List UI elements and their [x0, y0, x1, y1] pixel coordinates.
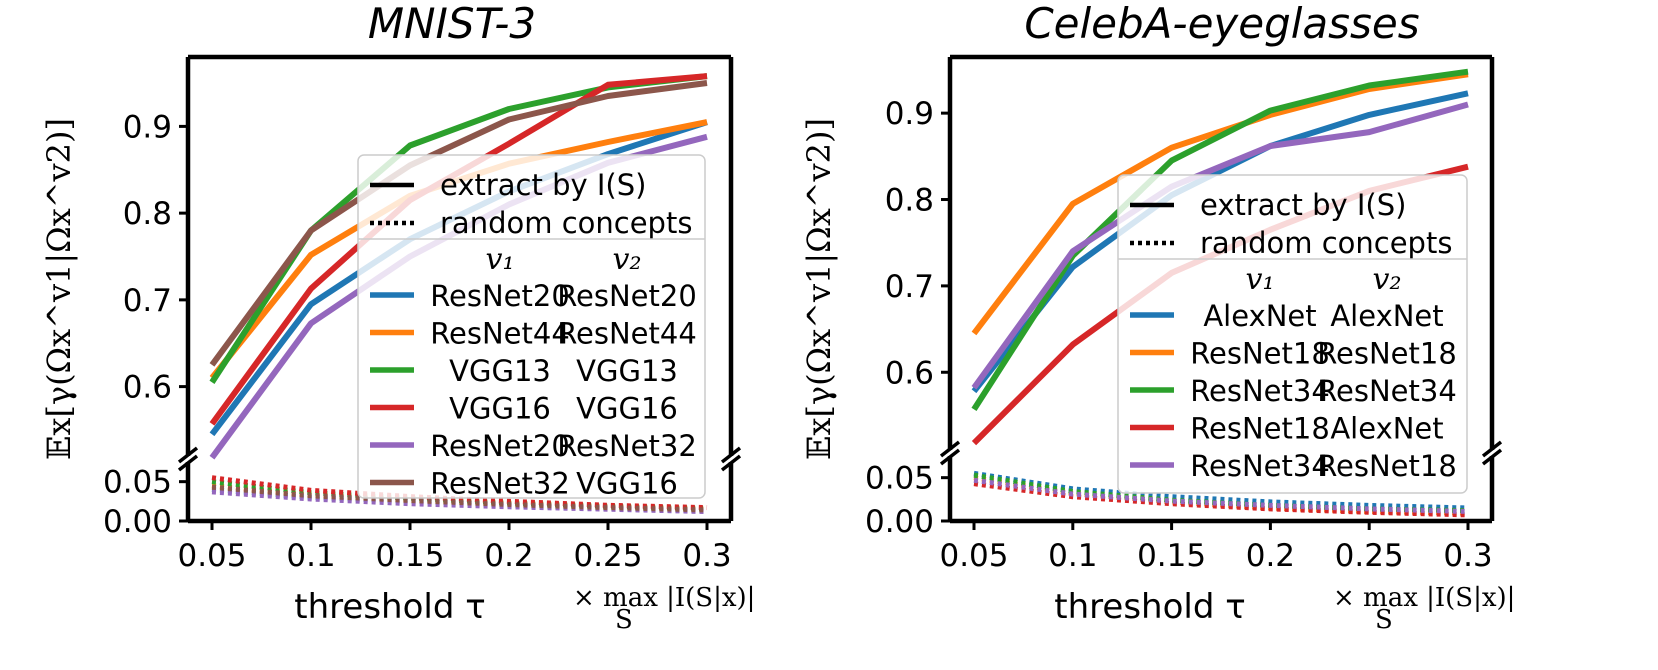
series-line-extract [209, 80, 708, 367]
series-line-random [211, 484, 708, 513]
x-tick-label: 0.1 [1048, 538, 1097, 574]
x-multiplier-sub: S [615, 605, 633, 635]
legend-v2-label: ResNet18 [1317, 337, 1457, 371]
legend-box [1117, 174, 1468, 494]
chart-title: MNIST-3 [368, 0, 536, 48]
legend-v1-label: ResNet20 [430, 429, 570, 463]
legend-col1-header: v₁ [486, 242, 515, 277]
legend-v2-label: ResNet18 [1317, 449, 1457, 483]
series-line-extract [971, 71, 1469, 336]
y-tick-label: 0.9 [885, 96, 934, 132]
legend-v2-label: ResNet20 [557, 279, 697, 313]
y-tick-label: 0.05 [865, 461, 934, 497]
x-tick-label: 0.3 [1443, 538, 1492, 574]
x-multiplier-note: × max |I(S|x)| [573, 583, 755, 613]
series-line-random [211, 489, 708, 515]
x-tick-label: 0.25 [573, 538, 642, 574]
legend-col2-header: v₂ [613, 242, 642, 277]
axis-break-mark [720, 446, 742, 464]
series-line-random [973, 477, 1469, 514]
x-tick-label: 0.2 [484, 538, 533, 574]
legend-v1-label: AlexNet [1203, 299, 1316, 333]
axis-break-mark [939, 440, 961, 458]
legend-v1-label: VGG16 [449, 392, 551, 426]
y-tick-label: 0.8 [885, 183, 934, 219]
x-tick-label: 0.2 [1246, 538, 1295, 574]
axis-break-mark [177, 454, 199, 472]
y-tick-label: 0.6 [885, 355, 934, 391]
series-line-extract [971, 90, 1469, 394]
axis-break-mark [177, 446, 199, 464]
x-tick-label: 0.15 [1137, 538, 1206, 574]
legend-style-label: extract by I(S) [1200, 188, 1406, 222]
legend-v2-label: AlexNet [1330, 412, 1443, 446]
chart-panel-2: CelebA-eyeglasses0.60.70.80.90.000.050.0… [800, 0, 1515, 635]
legend-col1-header: v₁ [1246, 262, 1275, 297]
y-tick-label: 0.05 [103, 465, 172, 501]
series-line-random [973, 481, 1469, 518]
legend-v1-label: ResNet20 [430, 279, 570, 313]
legend-style-label: random concepts [440, 206, 692, 240]
legend-v1-label: VGG13 [449, 354, 551, 388]
y-tick-label: 0.8 [123, 196, 172, 232]
chart-title: CelebA-eyeglasses [1024, 0, 1419, 48]
axis-break-mark [939, 448, 961, 466]
chart-panel-1: MNIST-3 0.6 0.7 0.8 0.9 0.000.05 0.05 0.1 0.15 0.… [40, 0, 755, 635]
legend-v1-label: ResNet18 [1190, 337, 1330, 371]
axis-break-mark [720, 454, 742, 472]
legend-v2-label: VGG13 [576, 354, 678, 388]
x-axis-label: threshold τ [1054, 587, 1245, 627]
y-axis-label: 𝔼x[γ(Ωx^v1|Ωx^v2)] [40, 118, 78, 460]
y-tick-label: 0.6 [123, 370, 172, 406]
legend-v1-label: ResNet44 [430, 317, 570, 351]
legend-v2-label: VGG16 [576, 392, 678, 426]
series-line-extract [971, 68, 1469, 412]
legend-v1-label: ResNet34 [1190, 449, 1330, 483]
legend-v2-label: AlexNet [1330, 299, 1443, 333]
x-tick-label: 0.25 [1335, 538, 1404, 574]
y-tick-label: 0.9 [123, 109, 172, 145]
x-tick-label: 0.3 [682, 538, 731, 574]
y-axis-label: 𝔼x[γ(Ωx^v1|Ωx^v2)] [800, 118, 838, 460]
legend-v1-label: ResNet18 [1190, 412, 1330, 446]
x-axis-label: threshold τ [294, 587, 485, 627]
axis-break-mark [1481, 440, 1503, 458]
x-tick-label: 0.05 [939, 538, 1008, 574]
legend-v1-label: ResNet32 [430, 467, 570, 501]
x-tick-label: 0.15 [375, 538, 444, 574]
legend-style-label: random concepts [1200, 226, 1452, 260]
legend-v2-label: ResNet44 [557, 317, 697, 351]
x-multiplier-note: × max |I(S|x)| [1333, 583, 1515, 613]
y-tick-label: 0.00 [103, 504, 172, 540]
x-tick-label: 0.05 [177, 538, 246, 574]
y-tick-label: 0.7 [123, 283, 172, 319]
axis-break-mark [1481, 448, 1503, 466]
legend-v2-label: VGG16 [576, 467, 678, 501]
legend-box [357, 154, 706, 499]
x-multiplier-sub: S [1375, 605, 1393, 635]
legend-v1-label: ResNet34 [1190, 374, 1330, 408]
y-tick-label: 0.00 [865, 504, 934, 540]
legend-v2-label: ResNet32 [557, 429, 697, 463]
y-tick-label: 0.7 [885, 269, 934, 305]
legend-v2-label: ResNet34 [1317, 374, 1457, 408]
x-tick-label: 0.1 [286, 538, 335, 574]
legend-col2-header: v₂ [1373, 262, 1402, 297]
legend-style-label: extract by I(S) [440, 168, 646, 202]
series-line-extract [971, 101, 1469, 390]
series-line-random [211, 475, 708, 511]
